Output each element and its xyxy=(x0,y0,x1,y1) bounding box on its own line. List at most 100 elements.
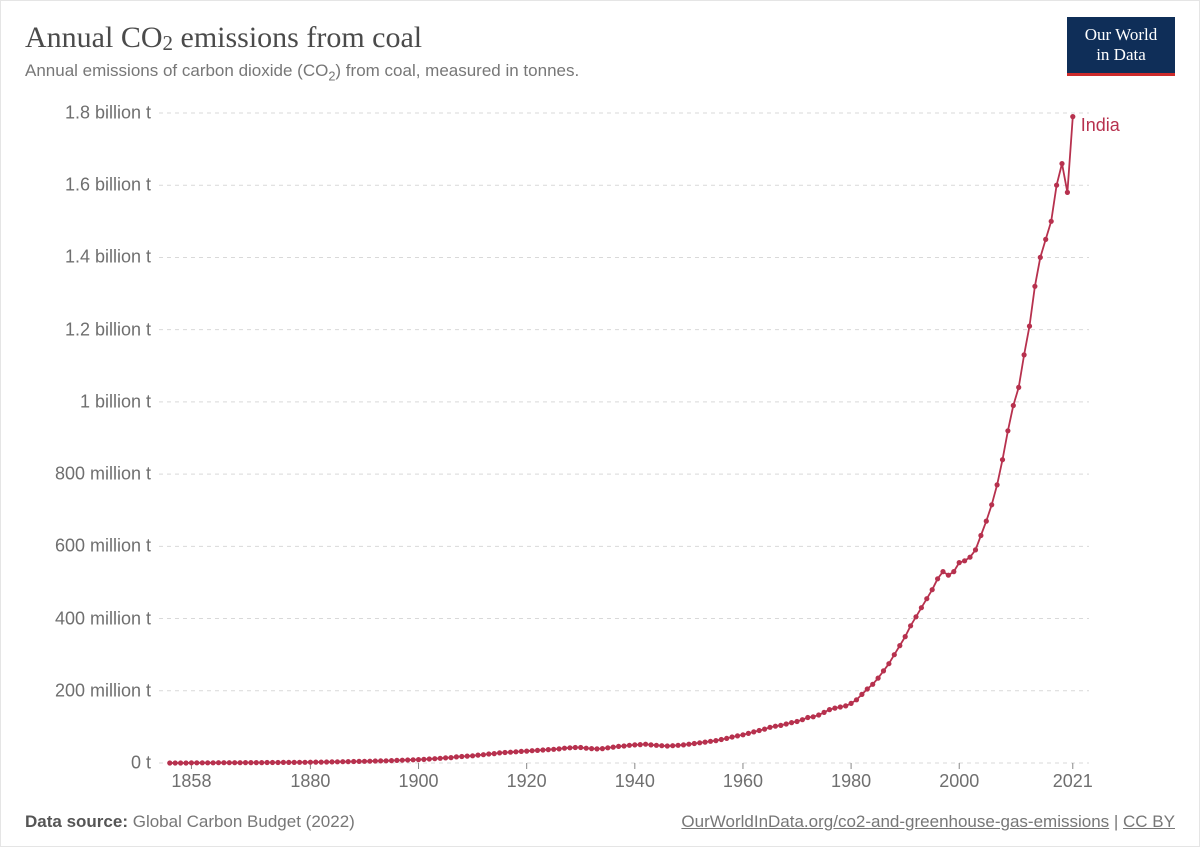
x-tick-label: 1960 xyxy=(723,771,763,792)
data-point xyxy=(519,749,524,754)
data-point xyxy=(638,742,643,747)
data-point xyxy=(465,754,470,759)
data-point xyxy=(670,743,675,748)
data-point xyxy=(724,736,729,741)
data-point xyxy=(227,760,232,765)
y-tick-label: 1 billion t xyxy=(80,391,151,412)
data-point xyxy=(751,729,756,734)
source-link[interactable]: OurWorldInData.org/co2-and-greenhouse-ga… xyxy=(681,812,1109,831)
data-point xyxy=(1016,385,1021,390)
data-point xyxy=(362,759,367,764)
data-point xyxy=(757,728,762,733)
data-point xyxy=(1059,161,1064,166)
data-point xyxy=(805,715,810,720)
data-point xyxy=(470,753,475,758)
source-value: Global Carbon Budget (2022) xyxy=(133,812,355,831)
data-point xyxy=(767,725,772,730)
data-point xyxy=(340,759,345,764)
data-point xyxy=(897,643,902,648)
data-point xyxy=(886,661,891,666)
data-point xyxy=(827,707,832,712)
data-point xyxy=(1070,114,1075,119)
data-point xyxy=(849,701,854,706)
data-point xyxy=(389,758,394,763)
data-point xyxy=(876,676,881,681)
data-point xyxy=(995,482,1000,487)
data-point xyxy=(394,758,399,763)
x-tick-label: 1858 xyxy=(171,771,211,792)
data-point xyxy=(562,746,567,751)
data-point xyxy=(173,760,178,765)
license-link[interactable]: CC BY xyxy=(1123,812,1175,831)
data-point xyxy=(546,747,551,752)
data-point xyxy=(557,746,562,751)
data-point xyxy=(216,760,221,765)
data-point xyxy=(524,749,529,754)
data-point xyxy=(292,760,297,765)
data-point xyxy=(286,760,291,765)
data-point xyxy=(232,760,237,765)
data-point xyxy=(535,748,540,753)
footer-sep: | xyxy=(1109,812,1123,831)
y-tick-label: 1.8 billion t xyxy=(65,103,151,124)
data-point xyxy=(951,569,956,574)
data-point xyxy=(870,682,875,687)
x-tick-label: 1980 xyxy=(831,771,871,792)
data-point xyxy=(427,756,432,761)
data-point xyxy=(194,760,199,765)
data-point xyxy=(416,757,421,762)
series-label-india: India xyxy=(1081,115,1120,136)
data-point xyxy=(497,750,502,755)
data-source: Data source: Global Carbon Budget (2022) xyxy=(25,812,355,832)
data-point xyxy=(811,714,816,719)
data-point xyxy=(957,560,962,565)
data-point xyxy=(486,751,491,756)
data-point xyxy=(1027,324,1032,329)
data-point xyxy=(973,547,978,552)
data-point xyxy=(1065,190,1070,195)
data-point xyxy=(600,746,605,751)
data-point xyxy=(616,744,621,749)
data-point xyxy=(405,757,410,762)
y-tick-label: 800 million t xyxy=(55,464,151,485)
data-point xyxy=(697,740,702,745)
y-tick-label: 1.2 billion t xyxy=(65,319,151,340)
data-point xyxy=(989,502,994,507)
data-point xyxy=(843,703,848,708)
data-point xyxy=(248,760,253,765)
x-tick-label: 2000 xyxy=(939,771,979,792)
data-point xyxy=(611,745,616,750)
data-point xyxy=(481,752,486,757)
x-tick-label: 2021 xyxy=(1053,771,1093,792)
data-point xyxy=(454,754,459,759)
data-point xyxy=(1038,255,1043,260)
data-point xyxy=(746,731,751,736)
data-point xyxy=(838,704,843,709)
data-point xyxy=(400,758,405,763)
data-point xyxy=(502,750,507,755)
data-point xyxy=(302,760,307,765)
data-point xyxy=(735,733,740,738)
data-point xyxy=(492,751,497,756)
data-point xyxy=(822,710,827,715)
chart-footer: Data source: Global Carbon Budget (2022)… xyxy=(25,812,1175,832)
data-point xyxy=(167,760,172,765)
data-point xyxy=(297,760,302,765)
data-point xyxy=(200,760,205,765)
data-point xyxy=(1000,457,1005,462)
data-point xyxy=(773,724,778,729)
data-point xyxy=(686,742,691,747)
data-point xyxy=(589,746,594,751)
data-point xyxy=(243,760,248,765)
data-point xyxy=(627,743,632,748)
data-point xyxy=(719,737,724,742)
data-point xyxy=(513,749,518,754)
data-point xyxy=(1005,428,1010,433)
data-point xyxy=(892,652,897,657)
data-point xyxy=(259,760,264,765)
source-label: Data source: xyxy=(25,812,128,831)
data-point xyxy=(221,760,226,765)
data-point xyxy=(438,756,443,761)
y-tick-label: 0 t xyxy=(131,753,151,774)
data-point xyxy=(1043,237,1048,242)
